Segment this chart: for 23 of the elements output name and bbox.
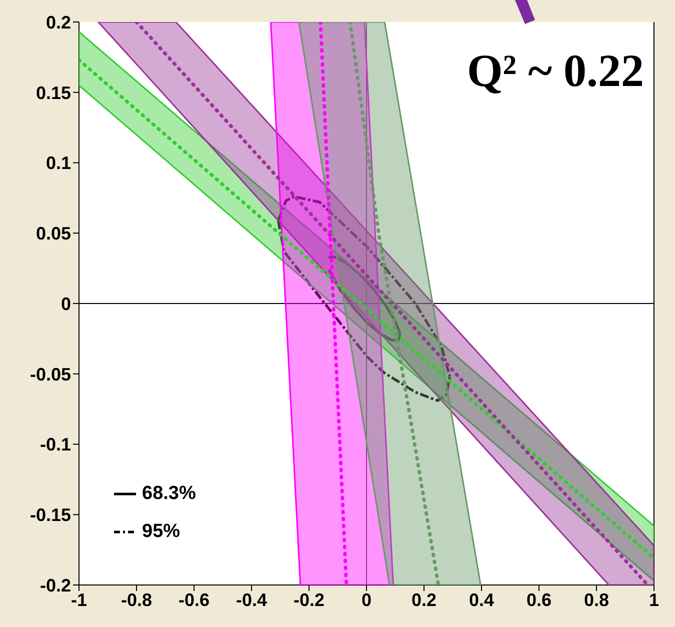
y-tick-label: -0.05: [30, 364, 71, 384]
y-tick-label: 0.15: [36, 82, 71, 103]
y-tick-label: -0.1: [40, 434, 71, 455]
x-tick-label: -0.2: [293, 590, 325, 610]
x-tick-label: 1: [648, 590, 660, 610]
legend-label: 68.3%: [142, 483, 196, 505]
y-tick-label: -0.15: [30, 505, 71, 526]
y-tick-label: 0.05: [36, 224, 71, 244]
y-tick-label: -0.2: [40, 575, 71, 596]
legend-label: 95%: [142, 521, 180, 543]
y-tick-label: 0.1: [46, 153, 71, 174]
y-tick-label: 0.2: [46, 12, 71, 32]
x-tick-label: -0.8: [120, 590, 152, 610]
x-tick-label: 0.2: [411, 590, 437, 610]
x-tick-label: -0.4: [236, 590, 268, 610]
x-tick-label: -0.6: [178, 590, 210, 610]
x-tick-label: -1: [70, 590, 88, 610]
x-tick-label: 0: [361, 590, 372, 610]
y-tick-label: 0: [60, 294, 71, 314]
x-tick-label: 0.8: [584, 590, 610, 610]
x-tick-label: 0.4: [468, 590, 494, 610]
x-tick-label: 0.6: [526, 590, 552, 610]
annotation: Q² ~ 0.22: [467, 44, 644, 97]
